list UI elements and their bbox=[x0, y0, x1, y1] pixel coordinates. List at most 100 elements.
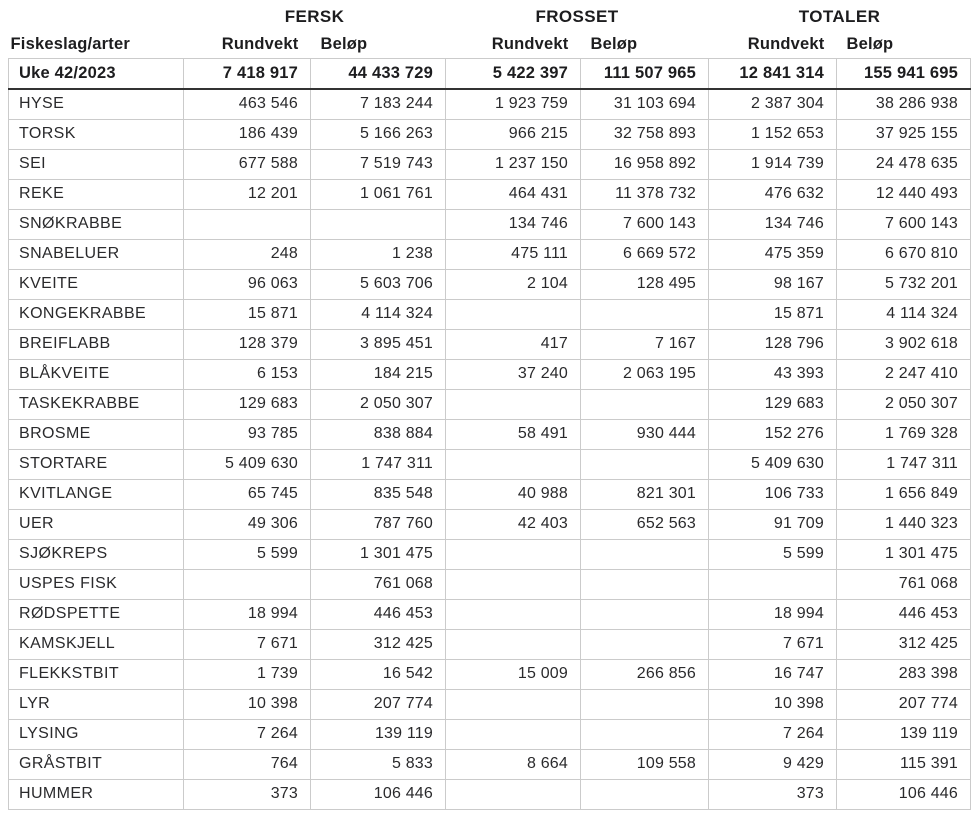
col-header-fersk-rundvekt: Rundvekt bbox=[221, 34, 299, 53]
value-cell-fersk-belop: 1 238 bbox=[310, 238, 446, 270]
value-cell-frosset-rundvekt bbox=[445, 388, 581, 420]
species-cell: SJØKREPS bbox=[8, 538, 184, 570]
value-cell-frosset-rundvekt: 1 923 759 bbox=[445, 88, 581, 120]
value-cell-totaler-rundvekt: 476 632 bbox=[708, 178, 837, 210]
value-cell-frosset-belop bbox=[580, 688, 709, 720]
value-cell-fersk-belop: 139 119 bbox=[310, 718, 446, 750]
value-cell-totaler-rundvekt: 15 871 bbox=[708, 298, 837, 330]
value-cell-frosset-belop: 7 600 143 bbox=[580, 208, 709, 240]
species-cell: RØDSPETTE bbox=[8, 598, 184, 630]
table-row: LYR 10 398 207 774 10 398 207 774 bbox=[8, 688, 971, 720]
value-cell-frosset-rundvekt: 417 bbox=[445, 328, 581, 360]
value-cell-totaler-belop: 761 068 bbox=[836, 568, 971, 600]
col-header-species: Fiskeslag/arter bbox=[10, 34, 130, 53]
value-cell-fersk-rundvekt: 6 153 bbox=[183, 358, 311, 390]
value-cell-totaler-belop: 1 440 323 bbox=[836, 508, 971, 540]
value-cell-totaler-rundvekt: 129 683 bbox=[708, 388, 837, 420]
value-cell-totaler-rundvekt: 5 409 630 bbox=[708, 448, 837, 480]
value-cell-fersk-rundvekt: 65 745 bbox=[183, 478, 311, 510]
summary-label: Uke 42/2023 bbox=[8, 57, 184, 90]
value-cell-frosset-belop bbox=[580, 598, 709, 630]
value-cell-frosset-belop bbox=[580, 448, 709, 480]
value-cell-totaler-belop: 4 114 324 bbox=[836, 298, 971, 330]
value-cell-fersk-rundvekt: 128 379 bbox=[183, 328, 311, 360]
value-cell-frosset-rundvekt bbox=[445, 718, 581, 750]
value-cell-frosset-rundvekt: 1 237 150 bbox=[445, 148, 581, 180]
summary-value-frosset-belop: 111 507 965 bbox=[580, 57, 709, 90]
value-cell-frosset-rundvekt bbox=[445, 538, 581, 570]
species-cell: KAMSKJELL bbox=[8, 628, 184, 660]
value-cell-totaler-rundvekt: 10 398 bbox=[708, 688, 837, 720]
value-cell-frosset-belop bbox=[580, 628, 709, 660]
value-cell-totaler-belop: 1 301 475 bbox=[836, 538, 971, 570]
species-cell: FLEKKSTBIT bbox=[8, 658, 184, 690]
col-header-frosset-belop: Beløp bbox=[590, 34, 638, 53]
value-cell-totaler-rundvekt: 9 429 bbox=[708, 748, 837, 780]
value-cell-fersk-rundvekt: 15 871 bbox=[183, 298, 311, 330]
value-cell-totaler-belop: 5 732 201 bbox=[836, 268, 971, 300]
table-row: KAMSKJELL 7 671 312 425 7 671 312 425 bbox=[8, 628, 971, 660]
value-cell-fersk-belop: 5 603 706 bbox=[310, 268, 446, 300]
col-header-totaler-rundvekt: Rundvekt bbox=[747, 34, 825, 53]
value-cell-totaler-belop: 1 747 311 bbox=[836, 448, 971, 480]
table-row: KVITLANGE 65 745 835 548 40 988 821 301 … bbox=[8, 478, 971, 510]
summary-value-frosset-rundvekt: 5 422 397 bbox=[445, 57, 581, 90]
table-row: UER 49 306 787 760 42 403 652 563 91 709… bbox=[8, 508, 971, 540]
value-cell-fersk-rundvekt: 18 994 bbox=[183, 598, 311, 630]
value-cell-totaler-rundvekt: 106 733 bbox=[708, 478, 837, 510]
value-cell-frosset-belop: 109 558 bbox=[580, 748, 709, 780]
value-cell-fersk-belop: 312 425 bbox=[310, 628, 446, 660]
value-cell-frosset-rundvekt: 134 746 bbox=[445, 208, 581, 240]
table-row: KVEITE 96 063 5 603 706 2 104 128 495 98… bbox=[8, 268, 971, 300]
value-cell-frosset-rundvekt: 58 491 bbox=[445, 418, 581, 450]
value-cell-fersk-belop: 3 895 451 bbox=[310, 328, 446, 360]
species-cell: BREIFLABB bbox=[8, 328, 184, 360]
value-cell-totaler-belop: 24 478 635 bbox=[836, 148, 971, 180]
table-row: LYSING 7 264 139 119 7 264 139 119 bbox=[8, 718, 971, 750]
table-row: SNABELUER 248 1 238 475 111 6 669 572 47… bbox=[8, 238, 971, 270]
value-cell-totaler-rundvekt: 475 359 bbox=[708, 238, 837, 270]
table-row: FLEKKSTBIT 1 739 16 542 15 009 266 856 1… bbox=[8, 658, 971, 690]
value-cell-frosset-rundvekt: 8 664 bbox=[445, 748, 581, 780]
species-cell: USPES FISK bbox=[8, 568, 184, 600]
value-cell-fersk-rundvekt: 677 588 bbox=[183, 148, 311, 180]
value-cell-totaler-belop: 283 398 bbox=[836, 658, 971, 690]
landings-table: FERSK FROSSET TOTALER Fiskeslag/arter Ru… bbox=[8, 3, 971, 810]
value-cell-frosset-rundvekt: 2 104 bbox=[445, 268, 581, 300]
summary-row-uke: Uke 42/2023 7 418 917 44 433 729 5 422 3… bbox=[8, 57, 971, 90]
value-cell-frosset-belop bbox=[580, 568, 709, 600]
value-cell-fersk-belop: 4 114 324 bbox=[310, 298, 446, 330]
value-cell-frosset-belop bbox=[580, 778, 709, 810]
value-cell-totaler-rundvekt: 1 914 739 bbox=[708, 148, 837, 180]
species-cell: SNØKRABBE bbox=[8, 208, 184, 240]
group-header-spacer bbox=[9, 3, 184, 28]
value-cell-totaler-rundvekt: 16 747 bbox=[708, 658, 837, 690]
value-cell-totaler-rundvekt: 134 746 bbox=[708, 208, 837, 240]
value-cell-frosset-rundvekt bbox=[445, 298, 581, 330]
value-cell-fersk-belop: 184 215 bbox=[310, 358, 446, 390]
value-cell-totaler-rundvekt: 152 276 bbox=[708, 418, 837, 450]
table-row: REKE 12 201 1 061 761 464 431 11 378 732… bbox=[8, 178, 971, 210]
value-cell-fersk-belop: 1 747 311 bbox=[310, 448, 446, 480]
group-header-fersk: FERSK bbox=[284, 6, 345, 26]
value-cell-frosset-belop bbox=[580, 298, 709, 330]
value-cell-frosset-rundvekt bbox=[445, 448, 581, 480]
value-cell-frosset-belop bbox=[580, 718, 709, 750]
value-cell-fersk-rundvekt: 49 306 bbox=[183, 508, 311, 540]
value-cell-frosset-belop: 7 167 bbox=[580, 328, 709, 360]
value-cell-frosset-rundvekt bbox=[445, 688, 581, 720]
value-cell-totaler-belop: 115 391 bbox=[836, 748, 971, 780]
value-cell-totaler-rundvekt: 98 167 bbox=[708, 268, 837, 300]
value-cell-fersk-rundvekt: 10 398 bbox=[183, 688, 311, 720]
value-cell-frosset-belop: 652 563 bbox=[580, 508, 709, 540]
value-cell-fersk-belop: 2 050 307 bbox=[310, 388, 446, 420]
value-cell-frosset-rundvekt bbox=[445, 568, 581, 600]
summary-value-fersk-rundvekt: 7 418 917 bbox=[183, 57, 311, 90]
value-cell-fersk-belop: 16 542 bbox=[310, 658, 446, 690]
value-cell-totaler-rundvekt: 7 671 bbox=[708, 628, 837, 660]
value-cell-frosset-rundvekt: 40 988 bbox=[445, 478, 581, 510]
table-row: SNØKRABBE 134 746 7 600 143 134 746 7 60… bbox=[8, 208, 971, 240]
table-row: HYSE 463 546 7 183 244 1 923 759 31 103 … bbox=[8, 88, 971, 120]
table-row: BLÅKVEITE 6 153 184 215 37 240 2 063 195… bbox=[8, 358, 971, 390]
